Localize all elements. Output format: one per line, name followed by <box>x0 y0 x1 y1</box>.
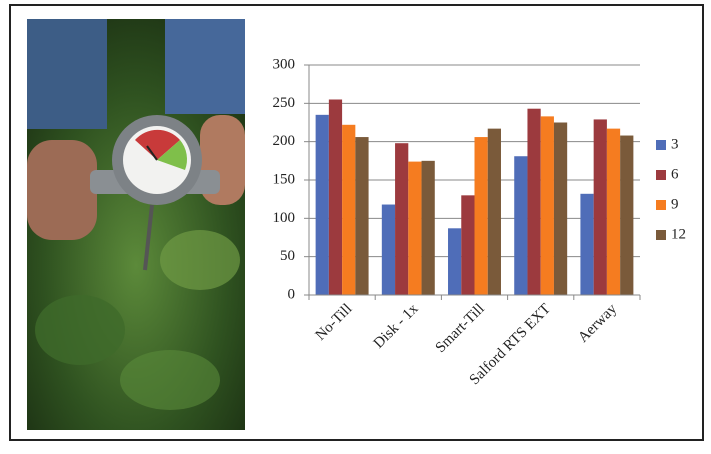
legend-label: 12 <box>671 226 686 242</box>
bar <box>580 194 593 295</box>
legend-swatch <box>656 170 666 180</box>
legend-label: 3 <box>671 136 679 152</box>
bar <box>408 162 421 295</box>
bar <box>329 100 342 296</box>
bar <box>527 109 540 295</box>
legend-label: 9 <box>671 196 679 212</box>
bar <box>342 125 355 295</box>
legend-swatch <box>656 200 666 210</box>
bar <box>448 228 461 295</box>
bar <box>541 116 554 295</box>
y-tick-label: 50 <box>280 248 295 264</box>
photo <box>27 19 245 430</box>
bar <box>461 195 474 295</box>
bar <box>488 129 501 295</box>
bar <box>475 137 488 295</box>
bar <box>422 161 435 295</box>
bar <box>607 129 620 295</box>
legend-label: 6 <box>671 166 679 182</box>
bar <box>554 123 567 296</box>
y-tick-label: 200 <box>273 133 296 149</box>
bar <box>620 136 633 295</box>
y-tick-label: 250 <box>273 95 296 111</box>
bar <box>395 143 408 295</box>
y-tick-label: 0 <box>288 286 296 302</box>
legend-swatch <box>656 140 666 150</box>
bar <box>382 205 395 295</box>
bar <box>514 156 527 295</box>
y-tick-label: 100 <box>273 210 296 226</box>
bar <box>355 137 368 295</box>
legend-swatch <box>656 230 666 240</box>
bar <box>594 119 607 295</box>
bar <box>316 115 329 295</box>
y-tick-label: 300 <box>273 56 296 72</box>
y-tick-label: 150 <box>273 171 296 187</box>
figure: 050100150200250300No-TillDisk - 1xSmart-… <box>0 0 711 449</box>
